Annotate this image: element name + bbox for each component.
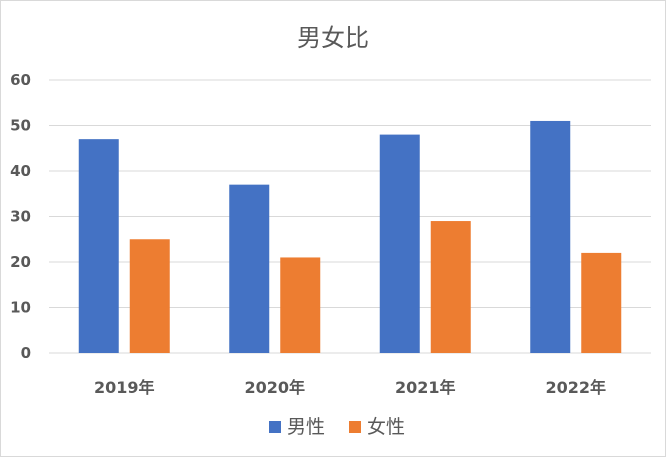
bar-female-2021年 xyxy=(430,221,471,353)
x-category-label: 2021年 xyxy=(395,378,456,397)
legend-label: 男性 xyxy=(287,416,325,438)
legend-swatch xyxy=(349,421,361,433)
y-tick-label: 40 xyxy=(10,162,31,180)
y-tick-label: 50 xyxy=(10,117,31,135)
legend-swatch xyxy=(269,421,281,433)
bar-male-2019年 xyxy=(78,139,119,353)
y-tick-label: 60 xyxy=(10,71,31,89)
chart-title: 男女比 xyxy=(297,24,369,52)
y-tick-label: 20 xyxy=(10,253,31,271)
bar-male-2022年 xyxy=(530,120,571,353)
legend-label: 女性 xyxy=(367,416,405,438)
bars xyxy=(78,120,622,353)
bar-female-2022年 xyxy=(581,252,622,353)
x-axis-categories: 2019年 2020年 2021年 2022年 xyxy=(94,378,606,397)
x-category-label: 2020年 xyxy=(244,378,305,397)
y-tick-label: 30 xyxy=(10,208,31,226)
bar-male-2020年 xyxy=(229,184,270,353)
x-category-label: 2022年 xyxy=(545,378,606,397)
x-category-label: 2019年 xyxy=(94,378,155,397)
y-axis-ticks: 0 10 20 30 40 50 60 xyxy=(10,71,31,362)
legend: 男性 女性 xyxy=(269,416,405,438)
bar-female-2019年 xyxy=(129,239,170,353)
bar-female-2020年 xyxy=(280,257,321,353)
y-tick-label: 10 xyxy=(10,299,31,317)
bar-male-2021年 xyxy=(379,134,420,353)
y-tick-label: 0 xyxy=(21,344,31,362)
